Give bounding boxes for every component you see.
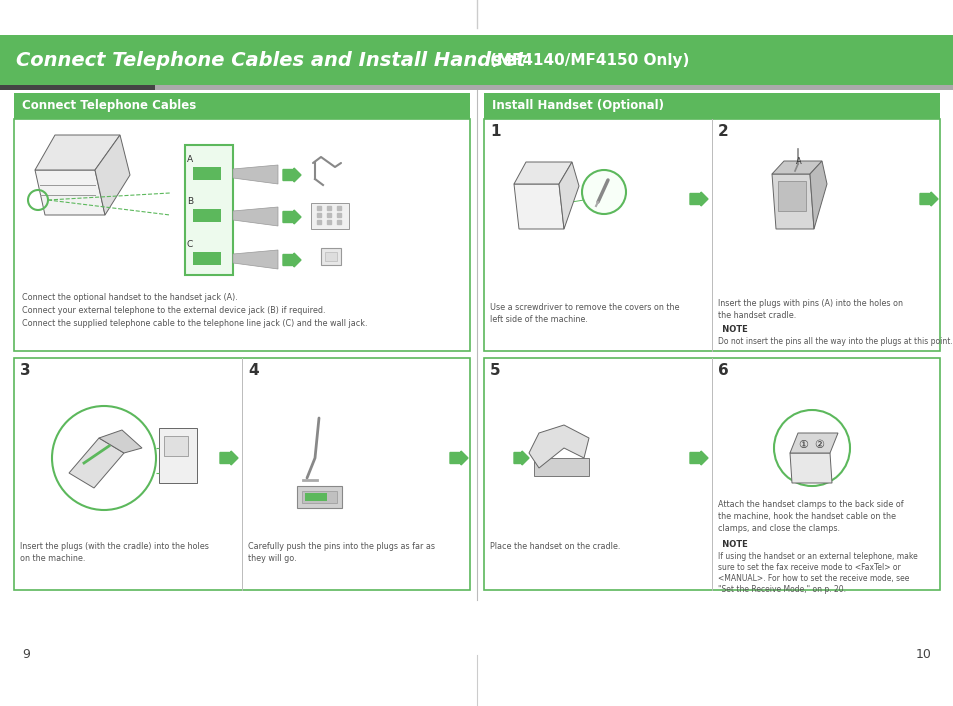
Text: If using the handset or an external telephone, make: If using the handset or an external tele… bbox=[718, 552, 917, 561]
Bar bbox=[778, 181, 805, 211]
Text: the handset cradle.: the handset cradle. bbox=[718, 311, 796, 320]
Circle shape bbox=[773, 410, 849, 486]
Text: NOTE: NOTE bbox=[718, 325, 747, 334]
Bar bbox=[0, 85, 154, 90]
Text: NOTE: NOTE bbox=[718, 540, 747, 549]
Bar bbox=[483, 358, 939, 590]
Text: Insert the plugs (with the cradle) into the holes: Insert the plugs (with the cradle) into … bbox=[20, 542, 209, 551]
Text: 2: 2 bbox=[718, 124, 728, 139]
Bar bbox=[483, 119, 939, 351]
Polygon shape bbox=[220, 451, 237, 465]
Bar bbox=[320, 248, 340, 265]
Text: Do not insert the pins all the way into the plugs at this point.: Do not insert the pins all the way into … bbox=[718, 337, 952, 346]
Polygon shape bbox=[69, 438, 124, 488]
Bar bbox=[483, 93, 939, 119]
Text: Install Handset (Optional): Install Handset (Optional) bbox=[492, 100, 663, 112]
Polygon shape bbox=[95, 135, 130, 215]
Text: ①: ① bbox=[797, 440, 807, 450]
Text: <MANUAL>. For how to set the receive mode, see: <MANUAL>. For how to set the receive mod… bbox=[718, 574, 908, 583]
Bar bbox=[14, 358, 470, 590]
Text: Connect the optional handset to the handset jack (A).: Connect the optional handset to the hand… bbox=[22, 293, 237, 302]
Bar bbox=[14, 93, 470, 119]
Polygon shape bbox=[558, 162, 578, 229]
Bar bbox=[154, 85, 953, 90]
Text: Carefully push the pins into the plugs as far as: Carefully push the pins into the plugs a… bbox=[248, 542, 435, 551]
Bar bbox=[311, 203, 349, 229]
Text: Connect the supplied telephone cable to the telephone line jack (C) and the wall: Connect the supplied telephone cable to … bbox=[22, 319, 367, 328]
Polygon shape bbox=[809, 161, 826, 229]
Text: Connect Telephone Cables: Connect Telephone Cables bbox=[22, 100, 196, 112]
Polygon shape bbox=[689, 192, 707, 206]
Polygon shape bbox=[514, 451, 529, 465]
Text: 10: 10 bbox=[915, 648, 931, 661]
Text: B: B bbox=[187, 197, 193, 206]
Text: 9: 9 bbox=[22, 648, 30, 661]
Bar bbox=[193, 252, 221, 265]
Text: 3: 3 bbox=[20, 363, 30, 378]
Polygon shape bbox=[35, 170, 105, 215]
Text: Use a screwdriver to remove the covers on the: Use a screwdriver to remove the covers o… bbox=[490, 303, 679, 312]
Bar bbox=[159, 428, 196, 483]
Polygon shape bbox=[514, 162, 572, 184]
Polygon shape bbox=[529, 425, 588, 468]
Polygon shape bbox=[233, 250, 277, 269]
Polygon shape bbox=[789, 433, 837, 453]
Text: ②: ② bbox=[813, 440, 823, 450]
Text: Insert the plugs with pins (A) into the holes on: Insert the plugs with pins (A) into the … bbox=[718, 299, 902, 308]
Text: Connect Telephone Cables and Install Handset: Connect Telephone Cables and Install Han… bbox=[16, 51, 525, 69]
Text: Place the handset on the cradle.: Place the handset on the cradle. bbox=[490, 542, 619, 551]
Bar bbox=[0, 35, 953, 85]
Text: A: A bbox=[187, 155, 193, 164]
Polygon shape bbox=[450, 451, 468, 465]
Text: left side of the machine.: left side of the machine. bbox=[490, 315, 587, 324]
Polygon shape bbox=[283, 210, 301, 224]
Polygon shape bbox=[514, 184, 563, 229]
Bar bbox=[325, 252, 336, 261]
Bar bbox=[534, 458, 588, 476]
Polygon shape bbox=[771, 161, 821, 174]
Polygon shape bbox=[789, 453, 831, 483]
Text: (MF4140/MF4150 Only): (MF4140/MF4150 Only) bbox=[490, 52, 689, 68]
Text: "Set the Receive Mode," on p. 20.: "Set the Receive Mode," on p. 20. bbox=[718, 585, 845, 594]
Polygon shape bbox=[771, 174, 813, 229]
Polygon shape bbox=[233, 165, 277, 184]
Text: A: A bbox=[795, 157, 801, 166]
Text: C: C bbox=[187, 240, 193, 249]
Bar bbox=[305, 493, 327, 501]
Bar bbox=[193, 167, 221, 180]
Polygon shape bbox=[233, 207, 277, 226]
Polygon shape bbox=[283, 168, 301, 182]
Text: sure to set the fax receive mode to <FaxTel> or: sure to set the fax receive mode to <Fax… bbox=[718, 563, 900, 572]
Bar bbox=[164, 436, 188, 456]
Bar bbox=[302, 491, 336, 503]
Polygon shape bbox=[283, 253, 301, 267]
Text: 6: 6 bbox=[718, 363, 728, 378]
Bar bbox=[296, 486, 341, 508]
Text: 4: 4 bbox=[248, 363, 258, 378]
Circle shape bbox=[581, 170, 625, 214]
Text: Attach the handset clamps to the back side of: Attach the handset clamps to the back si… bbox=[718, 500, 902, 509]
Text: 5: 5 bbox=[490, 363, 500, 378]
Polygon shape bbox=[919, 192, 937, 206]
Polygon shape bbox=[35, 135, 120, 170]
Text: the machine, hook the handset cable on the: the machine, hook the handset cable on t… bbox=[718, 512, 895, 521]
Bar bbox=[185, 145, 233, 275]
Bar bbox=[193, 209, 221, 222]
Text: Connect your external telephone to the external device jack (B) if required.: Connect your external telephone to the e… bbox=[22, 306, 325, 315]
Text: on the machine.: on the machine. bbox=[20, 554, 85, 563]
Text: clamps, and close the clamps.: clamps, and close the clamps. bbox=[718, 524, 840, 533]
Text: they will go.: they will go. bbox=[248, 554, 296, 563]
Circle shape bbox=[52, 406, 156, 510]
Polygon shape bbox=[689, 451, 707, 465]
Text: 1: 1 bbox=[490, 124, 500, 139]
Bar bbox=[14, 119, 470, 351]
Polygon shape bbox=[99, 430, 142, 453]
